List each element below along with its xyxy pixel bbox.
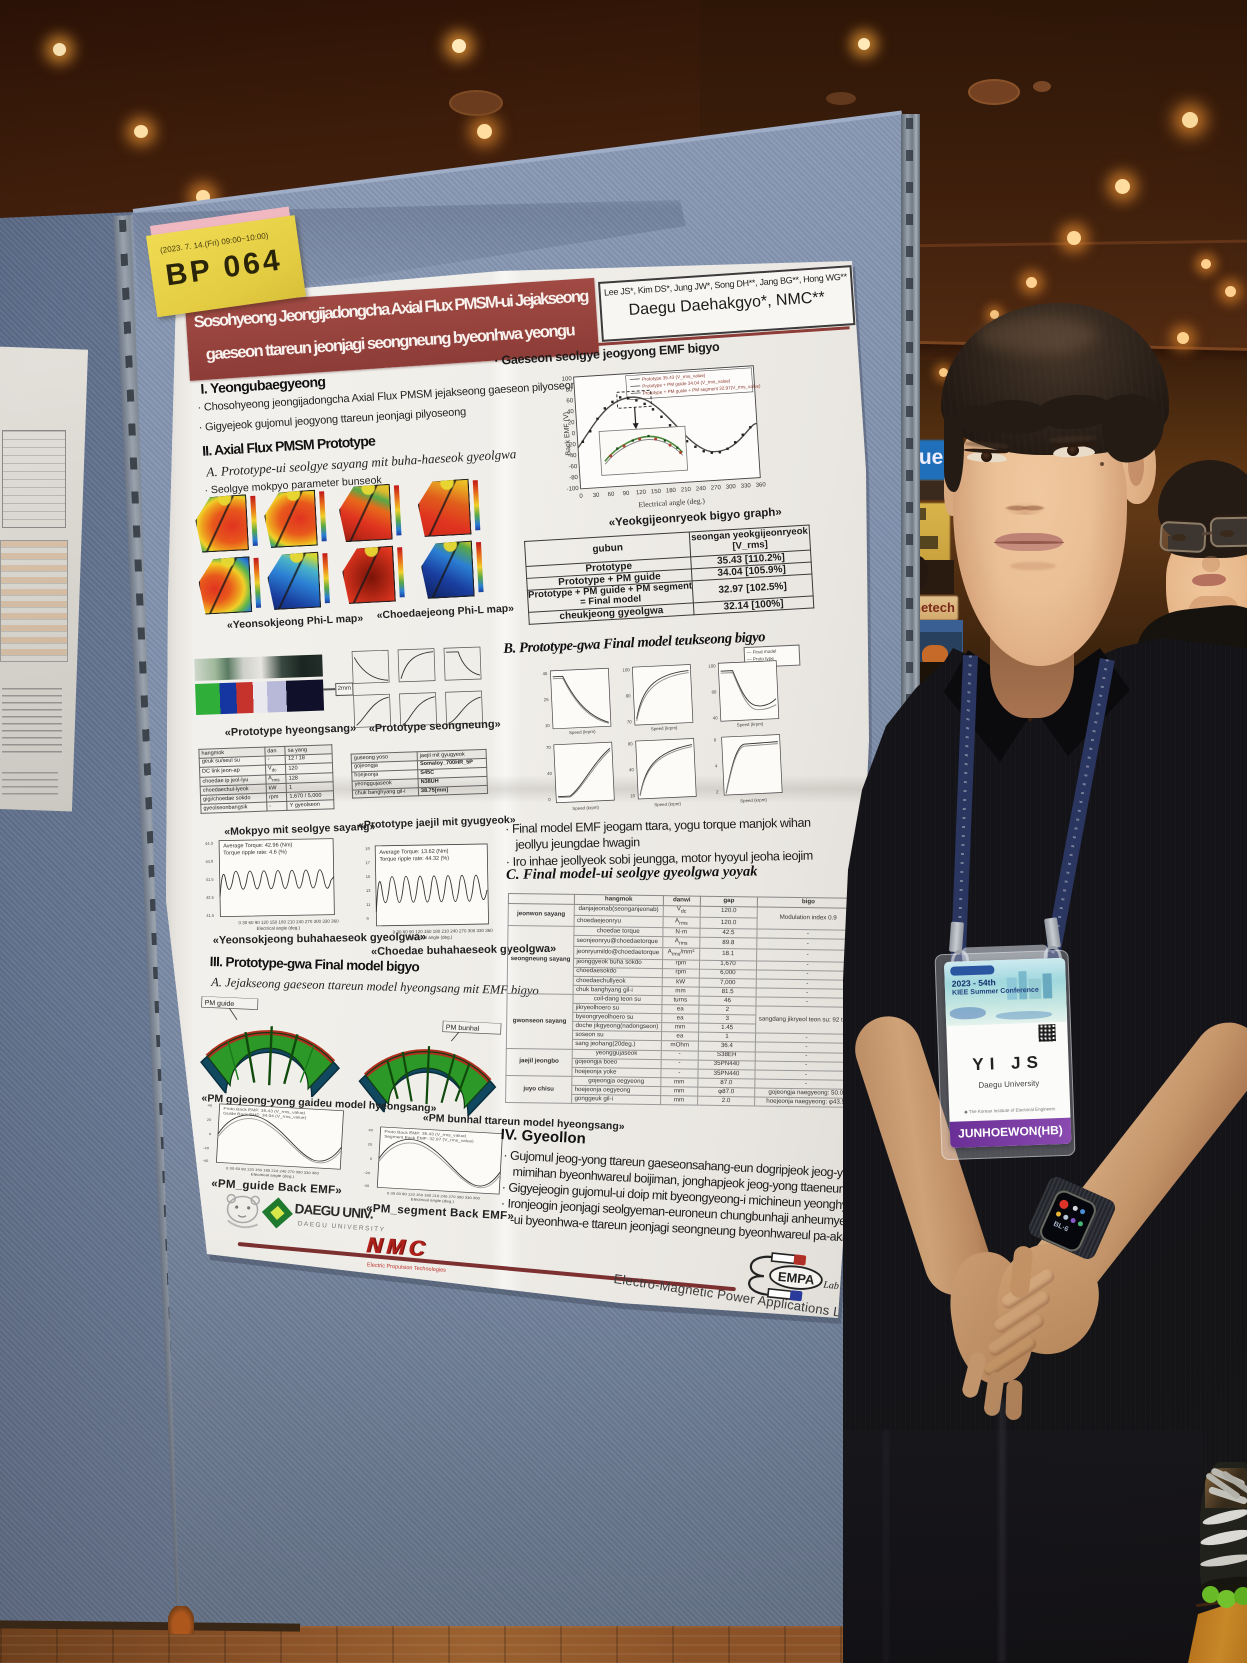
svg-text:Electrical angle (deg.): Electrical angle (deg.) <box>409 935 453 941</box>
svg-text:PM bunhal: PM bunhal <box>446 1024 480 1032</box>
svg-text:0 30 60 90 120 150 180 210 240: 0 30 60 90 120 150 180 210 240 270 300 3… <box>238 919 339 926</box>
svg-text:Speed (krpm): Speed (krpm) <box>651 725 678 731</box>
svg-text:80: 80 <box>566 387 574 393</box>
svg-text:PM guide: PM guide <box>205 1000 235 1008</box>
svg-text:41.5: 41.5 <box>206 913 215 918</box>
svg-text:11: 11 <box>366 902 371 907</box>
svg-text:Proto Back EMF: 35.43 (V_rms_v: Proto Back EMF: 35.43 (V_rms_value) <box>223 1106 306 1115</box>
svg-text:80: 80 <box>626 693 632 698</box>
svg-text:2: 2 <box>716 789 719 794</box>
svg-text:10: 10 <box>545 723 551 728</box>
svg-text:0: 0 <box>579 494 583 500</box>
svg-text:Prototype 35.43 (V_rms_value): Prototype 35.43 (V_rms_value) <box>642 373 706 382</box>
svg-text:25: 25 <box>544 697 550 702</box>
svg-text:100: 100 <box>622 667 630 672</box>
svg-text:330: 330 <box>741 483 752 490</box>
svg-text:300: 300 <box>726 484 737 491</box>
svg-text:0: 0 <box>370 1157 372 1161</box>
svg-text:120: 120 <box>636 490 647 497</box>
svg-text:40: 40 <box>629 767 635 772</box>
svg-text:60: 60 <box>566 398 574 404</box>
svg-text:40: 40 <box>567 409 575 415</box>
svg-text:Back EMF (V): Back EMF (V) <box>563 412 573 456</box>
svg-text:44.0: 44.0 <box>205 859 214 864</box>
svg-text:240: 240 <box>696 486 707 493</box>
svg-text:-20: -20 <box>567 442 577 449</box>
svg-text:Average Torque: 13.62 (Nm): Average Torque: 13.62 (Nm) <box>379 849 448 856</box>
svg-text:9: 9 <box>366 916 369 921</box>
svg-text:4: 4 <box>715 763 718 768</box>
svg-text:Electrical angle (deg.): Electrical angle (deg.) <box>411 1197 455 1204</box>
svg-text:-40: -40 <box>363 1184 369 1188</box>
svg-text:8: 8 <box>714 737 717 742</box>
svg-text:60: 60 <box>608 492 616 498</box>
svg-text:15: 15 <box>366 874 371 879</box>
svg-text:0 30 60 90 120 150 180 210 240: 0 30 60 90 120 150 180 210 240 270 300 3… <box>393 928 493 935</box>
svg-text:44.3: 44.3 <box>205 841 214 846</box>
svg-text:0 30 60 90 120 150 180 210: 0 30 60 90 120 150 180 210 240 270 300 3… <box>387 1192 480 1201</box>
svg-text:Guide Back EMF: 34.04 (V_rms_v: Guide Back EMF: 34.04 (V_rms_value) <box>223 1111 307 1120</box>
svg-text:Torque ripple rate: 4.6 (%): Torque ripple rate: 4.6 (%) <box>223 849 287 856</box>
svg-text:Speed (krpm): Speed (krpm) <box>572 805 599 811</box>
svg-text:0 30 60 90 120 150 180 210: 0 30 60 90 120 150 180 210 240 270 300 3… <box>226 1167 319 1176</box>
svg-text:Lab.: Lab. <box>822 1279 842 1292</box>
svg-text:-60: -60 <box>568 464 578 471</box>
svg-text:0: 0 <box>572 431 576 437</box>
svg-text:10: 10 <box>630 793 636 798</box>
svg-text:17: 17 <box>365 860 370 865</box>
svg-text:13: 13 <box>366 888 371 893</box>
svg-text:Electrical angle (deg.): Electrical angle (deg.) <box>638 496 705 509</box>
svg-text:-40: -40 <box>568 453 578 460</box>
svg-text:40: 40 <box>207 1104 212 1108</box>
svg-text:-100: -100 <box>566 486 579 493</box>
svg-text:180: 180 <box>666 488 677 495</box>
svg-text:Speed (krpm): Speed (krpm) <box>569 729 596 735</box>
svg-text:-20: -20 <box>203 1146 209 1150</box>
svg-text:-80: -80 <box>569 475 579 482</box>
svg-text:Speed (krpm): Speed (krpm) <box>740 797 767 803</box>
svg-text:90: 90 <box>623 491 631 497</box>
svg-text:45: 45 <box>542 671 548 676</box>
svg-text:EMPA: EMPA <box>777 1269 816 1288</box>
svg-text:42.5: 42.5 <box>206 895 215 900</box>
svg-text:210: 210 <box>681 487 692 494</box>
svg-text:100: 100 <box>562 376 573 383</box>
svg-text:70: 70 <box>627 719 633 724</box>
svg-text:Segment Back EMF: 32.97 (V_rms: Segment Back EMF: 32.97 (V_rms_value) <box>384 1134 474 1143</box>
svg-text:Speed (krpm): Speed (krpm) <box>654 801 681 807</box>
svg-text:40: 40 <box>713 715 719 720</box>
svg-text:40: 40 <box>547 771 553 776</box>
svg-text:100: 100 <box>708 663 716 668</box>
svg-text:40: 40 <box>368 1128 373 1132</box>
svg-text:80: 80 <box>711 689 717 694</box>
svg-text:-40: -40 <box>202 1159 208 1163</box>
svg-text:Electrical angle (deg.): Electrical angle (deg.) <box>251 1172 295 1179</box>
svg-text:Speed (krpm): Speed (krpm) <box>737 721 764 727</box>
svg-text:70: 70 <box>546 745 552 750</box>
svg-text:Prototype + PM guide 34.04 (V_: Prototype + PM guide 34.04 (V_rms_value) <box>642 378 731 389</box>
svg-text:20: 20 <box>568 420 576 426</box>
svg-text:150: 150 <box>651 489 662 496</box>
svg-text:Electrical angle (deg.): Electrical angle (deg.) <box>257 925 301 931</box>
svg-text:Proto Back EMF: 35.43 (V_rms_v: Proto Back EMF: 35.43 (V_rms_value) <box>384 1129 467 1138</box>
svg-text:360: 360 <box>756 482 767 489</box>
svg-text:0: 0 <box>548 797 551 802</box>
svg-text:Torque ripple rate: 44.32 (%): Torque ripple rate: 44.32 (%) <box>379 856 449 863</box>
svg-text:20: 20 <box>368 1143 373 1147</box>
svg-text:30: 30 <box>593 493 601 499</box>
svg-text:80: 80 <box>628 741 634 746</box>
svg-text:-20: -20 <box>364 1171 370 1175</box>
svg-text:20: 20 <box>207 1118 212 1122</box>
svg-text:Average Torque: 42.96 (Nm): Average Torque: 42.96 (Nm) <box>223 842 292 849</box>
svg-text:0: 0 <box>209 1132 211 1136</box>
svg-text:270: 270 <box>711 485 722 492</box>
svg-text:41.5: 41.5 <box>206 877 215 882</box>
svg-text:19: 19 <box>365 846 370 851</box>
